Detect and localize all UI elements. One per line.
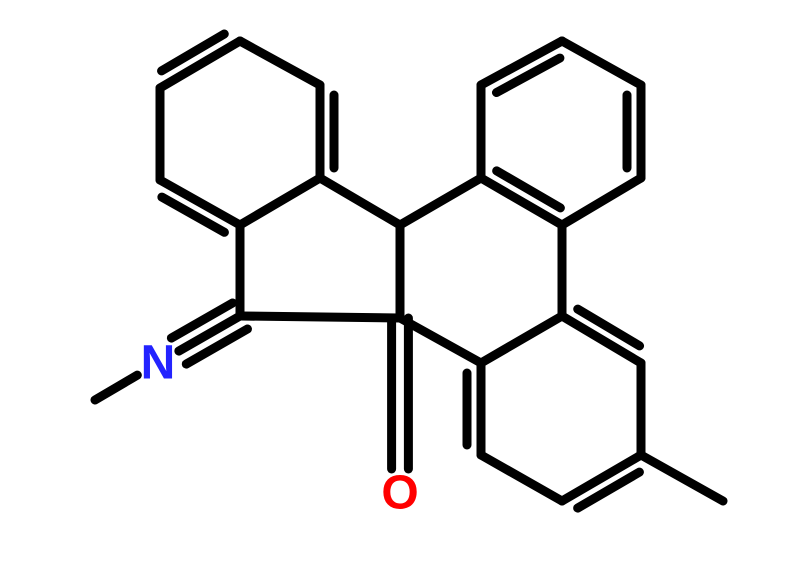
molecule-diagram: NO xyxy=(0,0,800,581)
bond-line xyxy=(562,178,641,225)
bond-line xyxy=(481,316,562,363)
bond-line xyxy=(562,41,641,85)
bond-line xyxy=(95,375,137,400)
bond-line xyxy=(481,455,562,501)
bond-line xyxy=(240,316,400,318)
bond-line xyxy=(240,178,320,225)
bond-line xyxy=(320,178,400,225)
bond-line xyxy=(240,41,320,85)
bond-line xyxy=(400,178,481,225)
atom-label-O: O xyxy=(381,467,418,520)
atom-label-N: N xyxy=(141,337,176,390)
bond-line xyxy=(641,455,723,501)
